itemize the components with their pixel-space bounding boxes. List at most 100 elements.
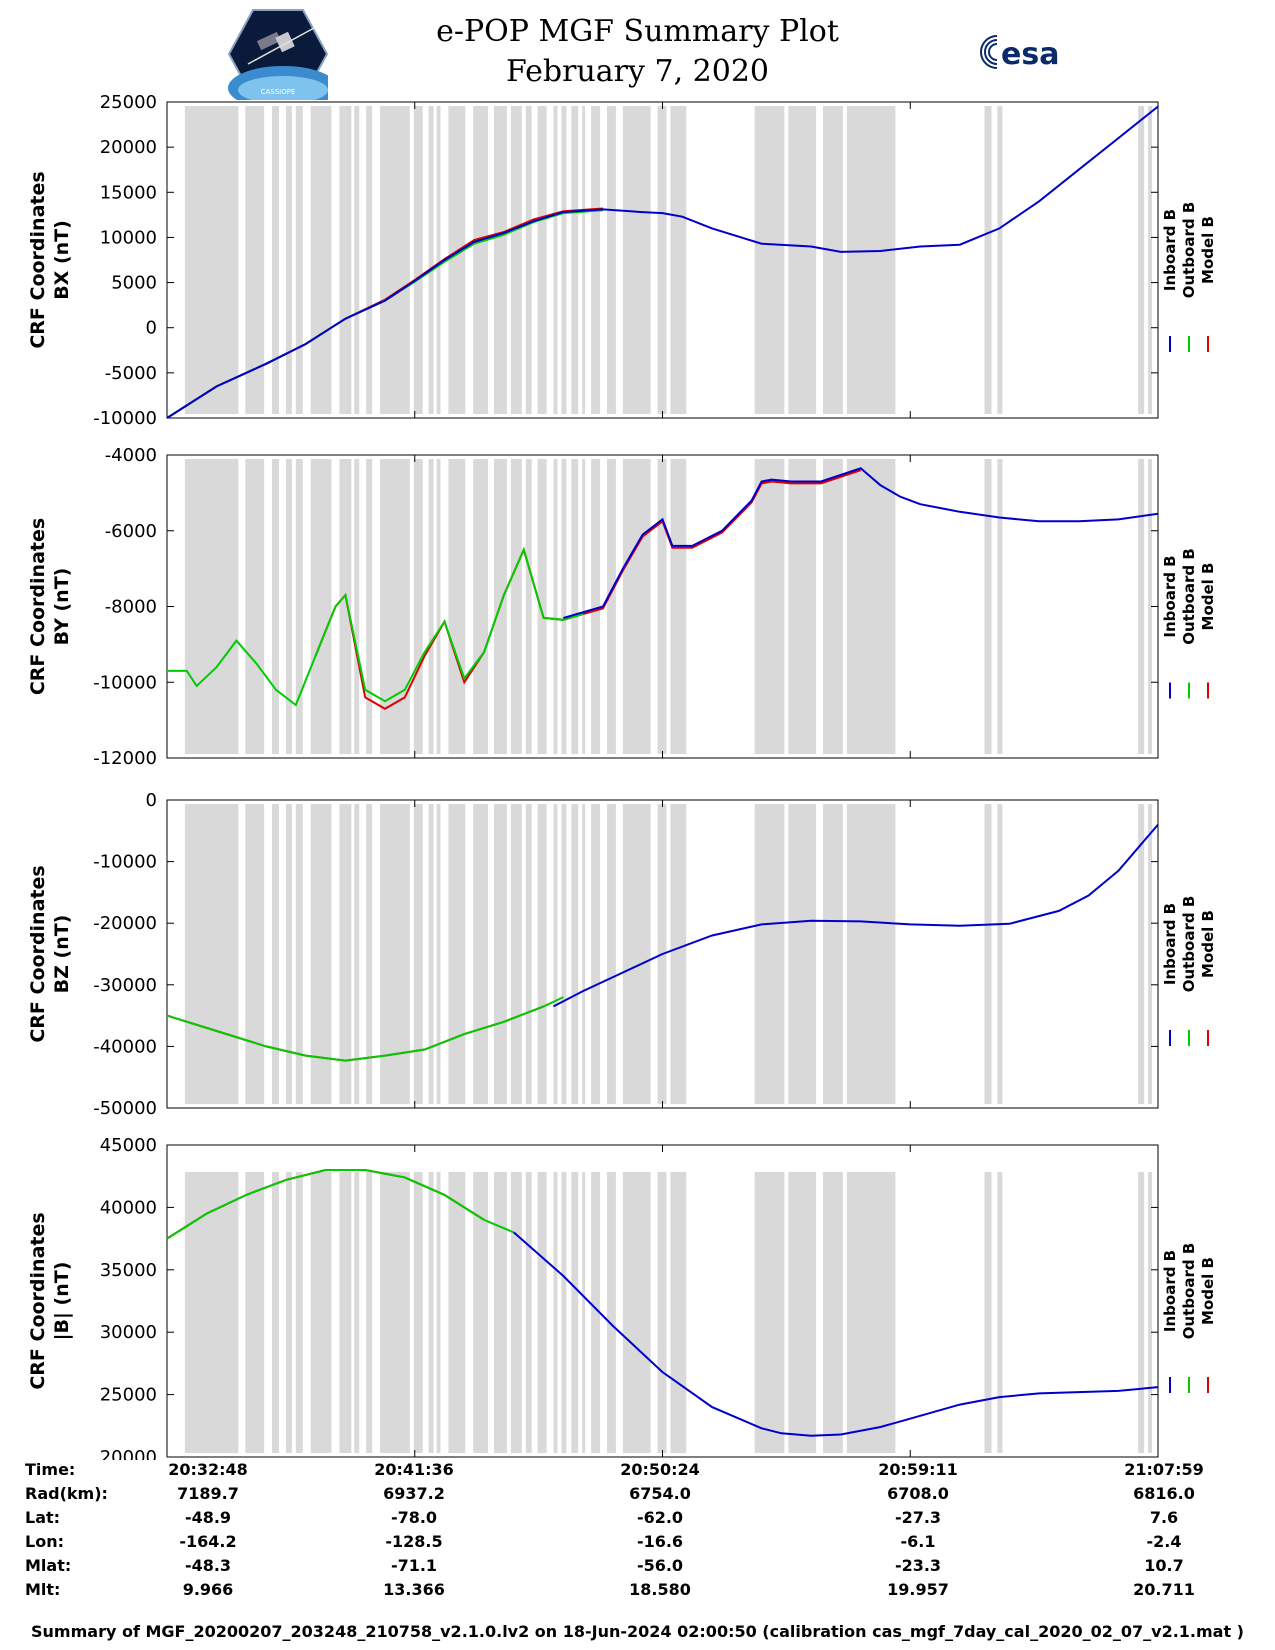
data-gap-band bbox=[553, 1172, 558, 1453]
info-cell: 13.366 bbox=[383, 1580, 445, 1599]
data-gap-band bbox=[657, 459, 667, 754]
data-gap-band bbox=[823, 459, 843, 754]
y-tick-label: 10000 bbox=[100, 227, 157, 248]
y-tick-label: -12000 bbox=[93, 748, 157, 769]
info-cell: -48.3 bbox=[184, 1556, 232, 1575]
esa-logo: esa bbox=[980, 35, 1059, 72]
info-cell: 19.957 bbox=[887, 1580, 949, 1599]
data-gap-band bbox=[272, 106, 279, 414]
y-axis-label-line2: |B| (nT) bbox=[51, 1262, 73, 1341]
data-gap-band bbox=[413, 1172, 423, 1453]
series-outboard-b bbox=[167, 546, 584, 707]
data-gap-band bbox=[473, 804, 489, 1104]
legend-label: Outboard B bbox=[1180, 896, 1198, 993]
data-gap-band bbox=[997, 804, 1003, 1104]
data-gap-band bbox=[1148, 106, 1153, 414]
data-gap-band bbox=[285, 459, 292, 754]
info-cell: -62.0 bbox=[636, 1508, 684, 1527]
data-gap-band bbox=[448, 459, 466, 754]
data-gap-band bbox=[984, 1172, 992, 1453]
data-gap-band bbox=[846, 106, 896, 414]
data-gap-band bbox=[473, 1172, 489, 1453]
data-gap-band bbox=[184, 106, 239, 414]
data-gap-band bbox=[788, 106, 817, 414]
data-gap-band bbox=[245, 804, 265, 1104]
y-tick-label: 20000 bbox=[100, 1447, 157, 1460]
data-gap-band bbox=[245, 106, 265, 414]
info-cell: -78.0 bbox=[390, 1508, 438, 1527]
info-cell: 20:32:48 bbox=[168, 1460, 248, 1479]
data-gap-band bbox=[607, 106, 616, 414]
data-gap-band bbox=[285, 106, 292, 414]
data-gap-band bbox=[1138, 459, 1145, 754]
y-tick-label: 30000 bbox=[100, 1322, 157, 1343]
y-tick-label: -20000 bbox=[93, 913, 157, 934]
data-gap-band bbox=[788, 804, 817, 1104]
data-gap-band bbox=[622, 804, 651, 1104]
data-gap-band bbox=[607, 459, 616, 754]
data-gap-band bbox=[846, 804, 896, 1104]
data-gap-band bbox=[823, 106, 843, 414]
data-gap-band bbox=[473, 106, 489, 414]
legend-label: Inboard B bbox=[1161, 209, 1179, 291]
y-tick-label: -30000 bbox=[93, 975, 157, 996]
data-gap-band bbox=[622, 106, 651, 414]
legend-label: Model B bbox=[1199, 216, 1217, 284]
data-gap-band bbox=[285, 804, 292, 1104]
data-gap-band bbox=[537, 804, 547, 1104]
y-tick-label: 40000 bbox=[100, 1197, 157, 1218]
data-gap-band bbox=[436, 106, 441, 414]
data-gap-band bbox=[1148, 804, 1153, 1104]
data-gap-band bbox=[510, 804, 522, 1104]
data-gap-band bbox=[582, 459, 586, 754]
data-gap-band bbox=[525, 1172, 532, 1453]
data-gap-band bbox=[984, 804, 992, 1104]
data-gap-band bbox=[754, 804, 785, 1104]
data-gap-band bbox=[591, 106, 601, 414]
data-gap-band bbox=[561, 106, 567, 414]
y-tick-label: 5000 bbox=[111, 273, 157, 294]
data-gap-band bbox=[366, 804, 373, 1104]
y-tick-label: -5000 bbox=[105, 363, 157, 384]
info-cell: 10.7 bbox=[1144, 1556, 1184, 1575]
data-gap-band bbox=[984, 459, 992, 754]
data-gap-band bbox=[670, 804, 687, 1104]
data-gap-band bbox=[997, 106, 1003, 414]
data-gap-band bbox=[436, 804, 441, 1104]
data-gap-band bbox=[525, 106, 532, 414]
info-row-label: Lon: bbox=[25, 1532, 64, 1551]
data-gap-band bbox=[571, 804, 579, 1104]
data-gap-band bbox=[510, 1172, 522, 1453]
data-gap-band bbox=[1148, 459, 1153, 754]
info-cell: 6937.2 bbox=[383, 1484, 445, 1503]
data-gap-band bbox=[428, 804, 434, 1104]
panel-3: 0 -10000 -20000 -30000 -40000 -50000 CRF Coord… bbox=[27, 790, 1217, 1119]
y-axis-label-line1: CRF Coordinates bbox=[27, 171, 49, 348]
data-gap-band bbox=[537, 106, 547, 414]
data-gap-band bbox=[561, 1172, 567, 1453]
legend-label: Inboard B bbox=[1161, 555, 1179, 637]
series-inboard-b bbox=[563, 467, 1159, 619]
info-cell: -128.5 bbox=[385, 1532, 443, 1551]
data-gap-band bbox=[525, 804, 532, 1104]
y-axis-label-line2: BZ (nT) bbox=[51, 915, 73, 994]
data-gap-band bbox=[272, 804, 279, 1104]
data-gap-band bbox=[339, 1172, 352, 1453]
info-row: Lon: -164.2 -128.5 -16.6 -6.1 -2.4 bbox=[0, 1532, 1275, 1556]
series-inboard-b bbox=[513, 1231, 1159, 1437]
data-gap-band bbox=[997, 459, 1003, 754]
data-gap-band bbox=[788, 459, 817, 754]
info-row-label: Mlat: bbox=[25, 1556, 72, 1575]
esa-logo-text: esa bbox=[1001, 37, 1059, 72]
y-tick-label: -40000 bbox=[93, 1036, 157, 1057]
y-tick-label: -10000 bbox=[93, 408, 157, 429]
y-axis-label: CRF Coordinates BZ (nT) bbox=[27, 865, 73, 1042]
data-gap-band bbox=[448, 1172, 466, 1453]
data-gap-band bbox=[339, 106, 352, 414]
data-gap-band bbox=[448, 106, 466, 414]
data-gap-band bbox=[295, 1172, 303, 1453]
info-cell: 6754.0 bbox=[629, 1484, 691, 1503]
y-tick-label: 35000 bbox=[100, 1260, 157, 1281]
data-gap-band bbox=[285, 1172, 292, 1453]
data-gap-band bbox=[184, 459, 239, 754]
